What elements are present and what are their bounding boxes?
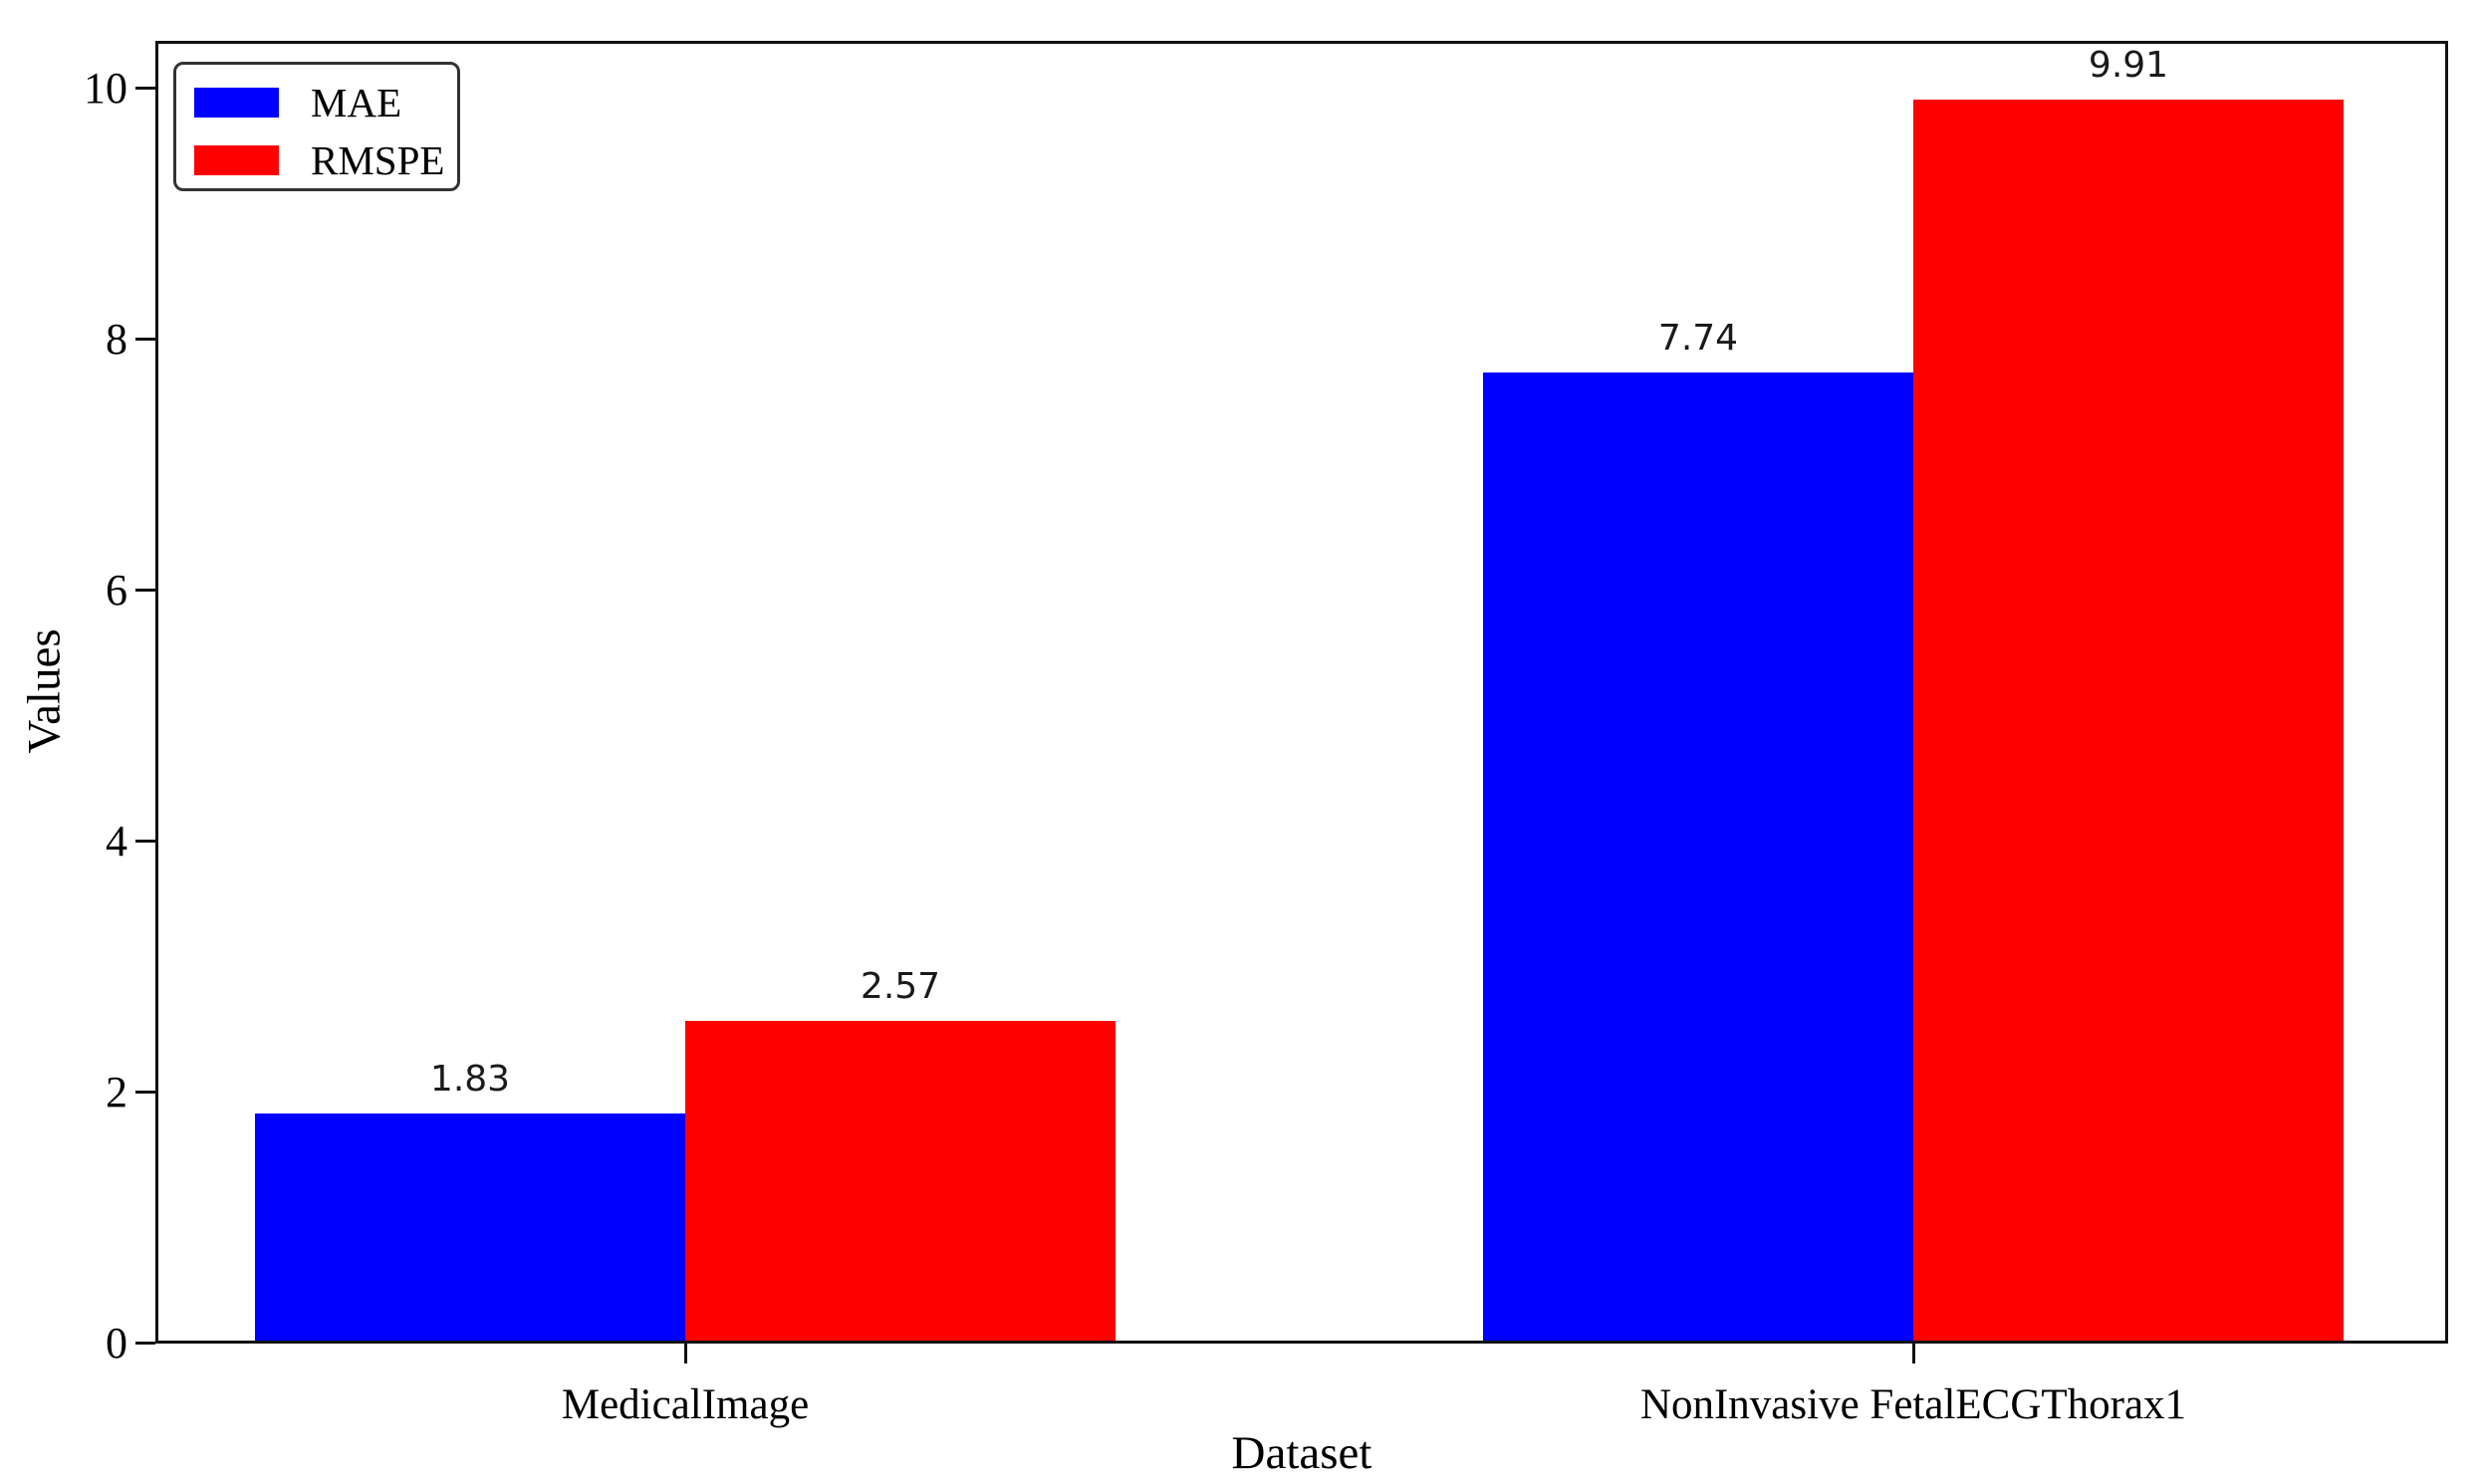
bar-value-label-mae-medicalimage: 1.83 [429,1059,511,1100]
bar-value-label-rmspe-medicalimage: 2.57 [860,966,941,1007]
bar-value-label-mae-noninvasive-fetalecgthorax1: 7.74 [1657,318,1739,359]
y-tick-mark-4 [135,840,155,843]
legend-swatch-rmspe [194,145,279,175]
legend: MAE RMSPE [173,62,460,191]
y-tick-label-2: 2 [106,1068,127,1116]
y-tick-label-10: 10 [84,64,127,113]
y-tick-mark-6 [135,589,155,592]
y-tick-mark-10 [135,87,155,90]
bar-mae-medicalimage [255,1113,685,1344]
x-axis-title: Dataset [1231,1427,1372,1479]
legend-label-mae: MAE [311,79,402,125]
y-tick-label-6: 6 [106,566,127,615]
bar-mae-noninvasive-fetalecgthorax1 [1483,372,1913,1344]
y-tick-label-0: 0 [106,1319,127,1367]
legend-entry-rmspe: RMSPE [194,138,457,182]
x-tick-mark-medicalimage [684,1344,687,1363]
y-tick-mark-0 [135,1342,155,1345]
bar-rmspe-noninvasive-fetalecgthorax1 [1913,100,2344,1344]
y-tick-label-8: 8 [106,315,127,364]
plot-area [155,41,2448,1344]
x-tick-mark-noninvasive-fetalecgthorax1 [1912,1344,1915,1363]
bar-rmspe-medicalimage [685,1021,1116,1344]
legend-label-rmspe: RMSPE [311,136,445,183]
y-tick-label-4: 4 [106,817,127,866]
y-axis-title: Values [18,628,71,754]
y-tick-mark-2 [135,1091,155,1094]
legend-swatch-mae [194,88,279,118]
legend-entry-mae: MAE [194,81,457,124]
bar-value-label-rmspe-noninvasive-fetalecgthorax1: 9.91 [2088,45,2169,86]
y-tick-mark-8 [135,338,155,341]
x-tick-label-noninvasive-fetalecgthorax1: NonInvasive FetalECGThorax1 [1639,1381,2187,1428]
x-tick-label-medicalimage: MedicalImage [561,1381,810,1428]
